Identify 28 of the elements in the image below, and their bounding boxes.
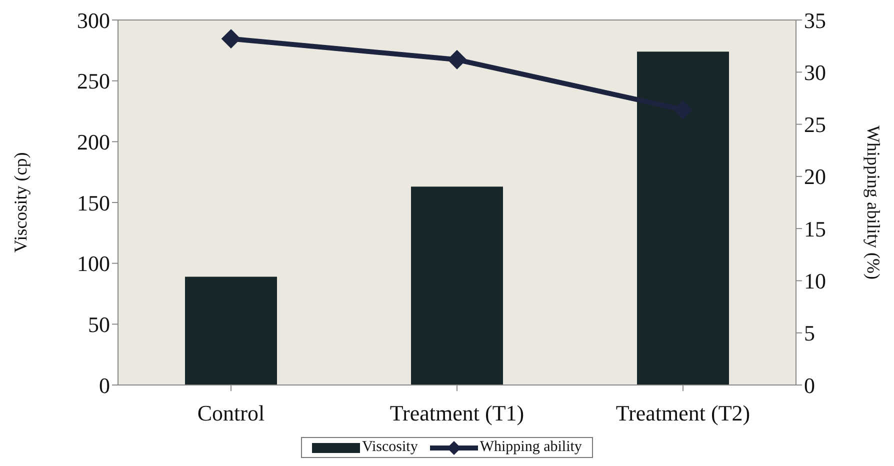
- y-tick-label: 200: [77, 129, 110, 154]
- y2-tick-label: 20: [804, 164, 826, 190]
- bar: [185, 276, 277, 385]
- y-tick-label: 0: [99, 372, 110, 398]
- y-tick-label: 50: [88, 312, 110, 337]
- y-tick-label: 100: [77, 251, 110, 276]
- y2-tick-label: 10: [804, 268, 826, 294]
- y2-tick-label: 15: [804, 216, 826, 242]
- x-tick-label: Treatment (T2): [616, 400, 750, 426]
- y2-tick-label: 25: [804, 112, 826, 138]
- x-tick-label: Treatment (T1): [390, 400, 524, 426]
- y2-axis-title: Whipping ability (%): [864, 126, 884, 280]
- y-tick-label: 150: [77, 190, 110, 216]
- y2-tick-label: 0: [804, 372, 815, 398]
- y-tick-label: 250: [77, 68, 110, 94]
- legend-label: Viscosity: [362, 439, 418, 456]
- bar: [411, 186, 503, 385]
- point: [448, 50, 466, 70]
- legend-label: Whipping ability: [480, 439, 582, 456]
- point: [222, 29, 240, 48]
- bar: [637, 52, 729, 385]
- point: [674, 100, 692, 120]
- x-tick-label: Control: [197, 400, 265, 426]
- y2-tick-label: 5: [804, 320, 815, 346]
- y2-tick-label: 35: [804, 8, 826, 33]
- y2-tick-label: 30: [804, 60, 826, 85]
- y-axis-title: Viscosity (cp): [10, 152, 30, 253]
- y-tick-label: 300: [77, 8, 110, 33]
